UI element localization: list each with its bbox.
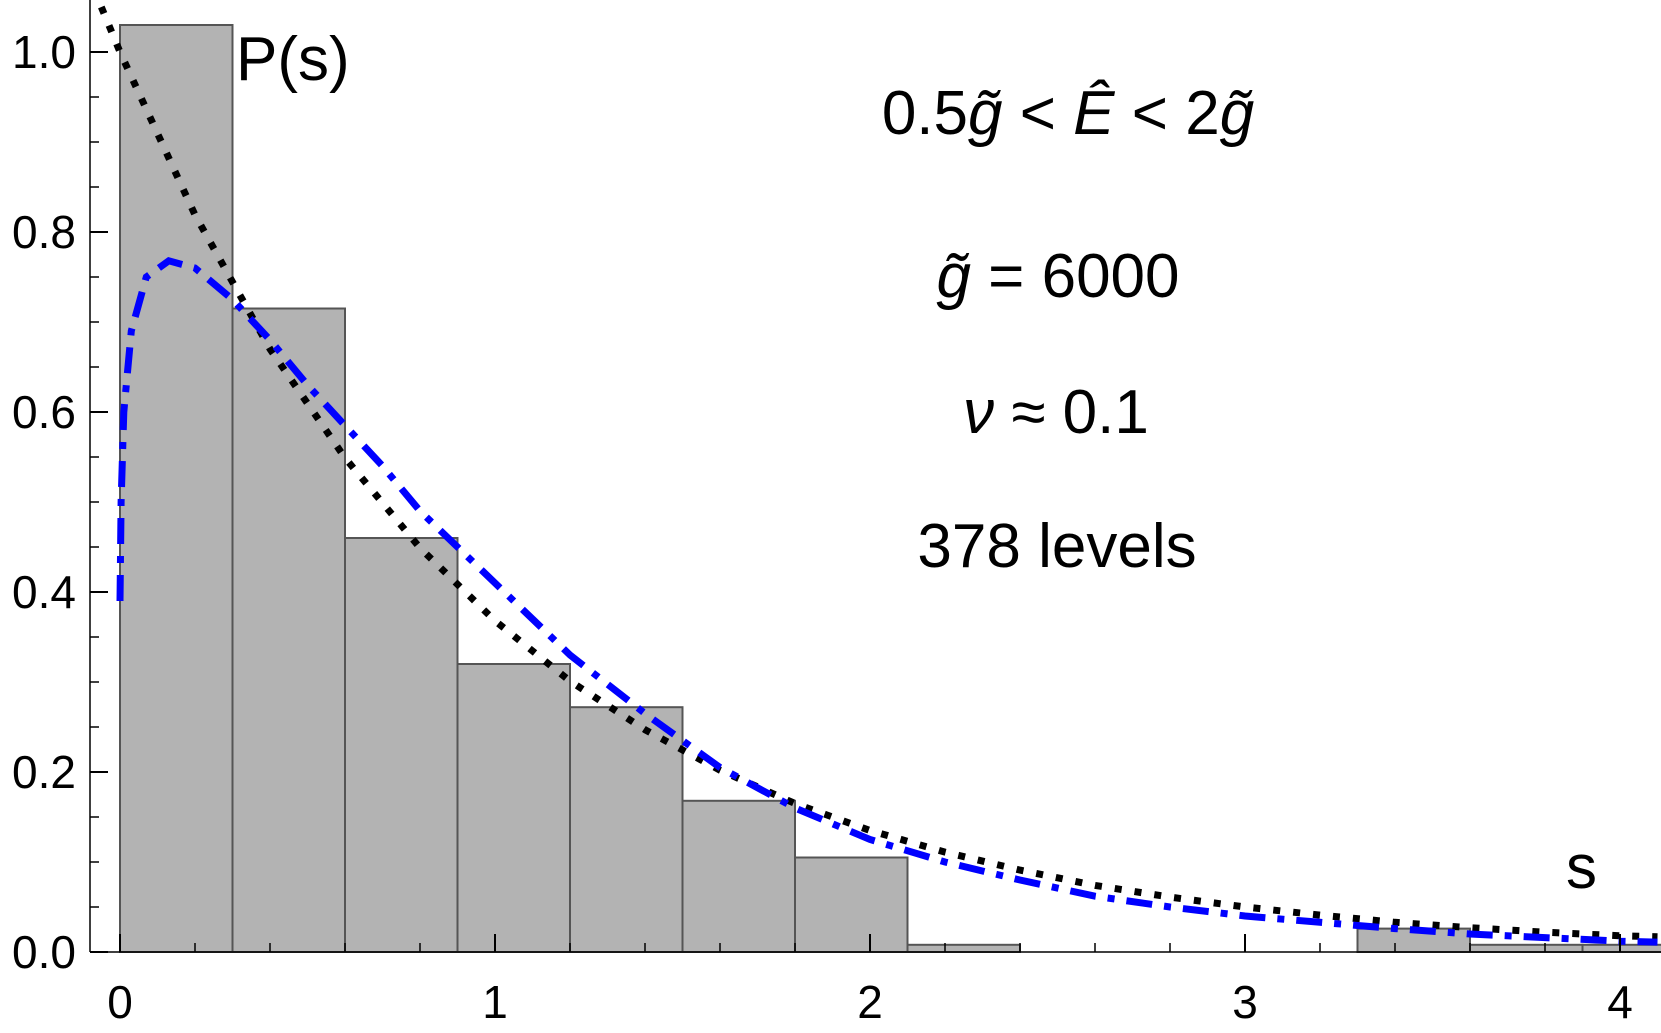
y-tick-label: 0.8 <box>12 206 76 258</box>
histogram-bar <box>1581 943 1661 953</box>
x-tick-label: 2 <box>857 976 883 1028</box>
x-ticks: 0 1 2 3 4 <box>107 934 1633 1028</box>
histogram-bar <box>794 856 909 953</box>
histogram-bar <box>681 799 796 953</box>
histogram-bar <box>231 307 346 953</box>
annotation-energy-window: 0.5g̃ < Ê < 2g̃ <box>882 79 1254 148</box>
histogram-bar <box>906 943 1021 953</box>
annotations: 0.5g̃ < Ê < 2g̃ g̃ = 6000 ν ≈ 0.1 378 le… <box>882 79 1254 581</box>
fit-curve <box>116 256 1658 946</box>
y-axis-label: P(s) <box>236 25 350 94</box>
histogram-bar <box>344 537 459 953</box>
y-tick-label: 1.0 <box>12 26 76 78</box>
histogram-bar <box>1469 943 1584 953</box>
histogram-bars <box>119 24 1661 954</box>
annotation-nu-value: ν ≈ 0.1 <box>963 378 1149 447</box>
histogram-bar <box>119 24 234 953</box>
annotation-level-count: 378 levels <box>917 512 1196 581</box>
x-tick-label: 4 <box>1607 976 1633 1028</box>
histogram-bar <box>569 706 684 954</box>
annotation-g-value: g̃ = 6000 <box>936 242 1179 311</box>
axes <box>89 0 1661 953</box>
x-axis-label: s <box>1566 833 1597 902</box>
histogram-bar <box>456 663 571 953</box>
y-tick-label: 0.2 <box>12 746 76 798</box>
curves <box>98 5 1658 946</box>
y-tick-label: 0.6 <box>12 386 76 438</box>
y-tick-label: 0.0 <box>12 926 76 978</box>
x-tick-label: 0 <box>107 976 133 1028</box>
y-tick-label: 0.4 <box>12 566 76 618</box>
x-tick-label: 1 <box>482 976 508 1028</box>
x-tick-label: 3 <box>1232 976 1258 1028</box>
y-ticks: 0.0 0.2 0.4 0.6 0.8 1.0 <box>12 26 108 978</box>
